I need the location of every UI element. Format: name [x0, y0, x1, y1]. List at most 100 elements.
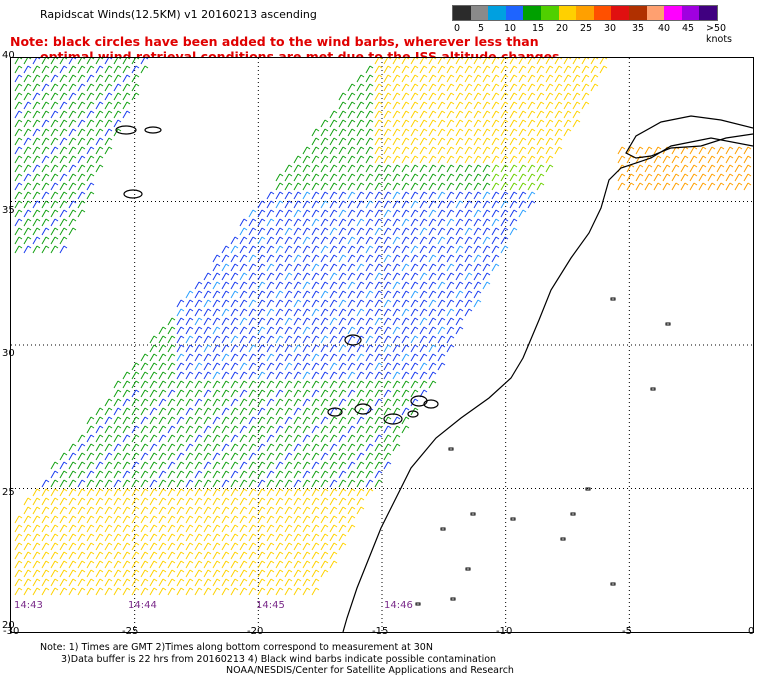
wind-barb: [149, 542, 158, 551]
wind-barb: [203, 533, 212, 542]
wind-barb: [221, 353, 230, 362]
wind-barb: [212, 542, 221, 551]
wind-barb: [545, 92, 554, 101]
wind-barb: [275, 299, 284, 308]
wind-barb: [401, 389, 410, 398]
wind-barb: [194, 380, 203, 389]
wind-barb: [239, 362, 248, 371]
wind-barb: [545, 128, 554, 137]
wind-barb: [149, 380, 158, 389]
wind-barb: [167, 416, 176, 425]
wind-barb: [50, 65, 59, 74]
wind-barb: [140, 479, 149, 488]
wind-barb: [356, 389, 365, 398]
wind-barb: [194, 299, 203, 308]
wind-barb: [41, 542, 50, 551]
wind-barb: [401, 200, 410, 209]
wind-barb: [572, 83, 581, 92]
wind-barb: [401, 58, 410, 65]
wind-barb: [491, 74, 500, 83]
wind-barb: [383, 335, 392, 344]
wind-barb: [23, 578, 32, 587]
wind-barb: [257, 308, 266, 317]
wind-barb: [527, 191, 536, 200]
wind-barb: [320, 281, 329, 290]
wind-barb: [284, 452, 293, 461]
wind-barb: [95, 425, 104, 434]
wind-barb: [293, 281, 302, 290]
wind-barb: [41, 137, 50, 146]
legend-swatch-7: [576, 6, 594, 20]
wind-barb: [410, 155, 419, 164]
wind-barb: [455, 272, 464, 281]
wind-barb: [293, 371, 302, 380]
wind-barb: [428, 83, 437, 92]
wind-barb: [302, 353, 311, 362]
wind-barb: [698, 173, 707, 182]
wind-barb: [311, 461, 320, 470]
wind-barb: [23, 200, 32, 209]
wind-barb: [356, 209, 365, 218]
wind-barb: [365, 389, 374, 398]
wind-barb: [212, 281, 221, 290]
wind-barb: [167, 470, 176, 479]
wind-barb: [329, 533, 338, 542]
land-feature: [415, 602, 421, 606]
wind-barb: [338, 344, 347, 353]
wind-barb: [113, 461, 122, 470]
wind-barb: [473, 83, 482, 92]
wind-barb: [356, 119, 365, 128]
island: [144, 126, 162, 134]
wind-barb: [680, 182, 689, 191]
wind-barb: [266, 587, 275, 596]
wind-barb: [401, 65, 410, 74]
wind-barb: [203, 497, 212, 506]
wind-barb: [347, 380, 356, 389]
wind-barb: [320, 245, 329, 254]
wind-barb: [518, 155, 527, 164]
wind-barb: [410, 92, 419, 101]
wind-barb: [203, 443, 212, 452]
wind-barb: [95, 479, 104, 488]
wind-barb: [158, 560, 167, 569]
wind-barb: [77, 515, 86, 524]
wind-barb: [500, 65, 509, 74]
wind-barb: [122, 587, 131, 596]
wind-barb: [221, 515, 230, 524]
wind-barb: [329, 452, 338, 461]
wind-barb: [374, 452, 383, 461]
wind-barb: [86, 146, 95, 155]
wind-barb: [194, 542, 203, 551]
wind-barb: [86, 58, 95, 65]
wind-barb: [356, 92, 365, 101]
wind-barb: [149, 452, 158, 461]
wind-barb: [41, 182, 50, 191]
wind-barb: [464, 92, 473, 101]
wind-barb: [437, 299, 446, 308]
wind-barb: [392, 58, 401, 65]
wind-barb: [194, 551, 203, 560]
wind-barb: [257, 317, 266, 326]
wind-barb: [257, 434, 266, 443]
wind-barb: [194, 569, 203, 578]
wind-barb: [140, 389, 149, 398]
wind-barb: [284, 443, 293, 452]
wind-barb: [392, 362, 401, 371]
wind-barb: [122, 92, 131, 101]
wind-barb: [554, 83, 563, 92]
wind-barb: [356, 191, 365, 200]
wind-barb: [374, 425, 383, 434]
wind-barb: [464, 128, 473, 137]
wind-barb: [347, 506, 356, 515]
wind-barb: [41, 497, 50, 506]
wind-barb: [446, 182, 455, 191]
wind-barb: [464, 308, 473, 317]
wind-barb: [329, 119, 338, 128]
wind-barb: [14, 542, 23, 551]
wind-barb: [401, 335, 410, 344]
wind-barb: [446, 110, 455, 119]
wind-barb: [410, 58, 419, 65]
wind-barb: [302, 245, 311, 254]
wind-barb: [311, 551, 320, 560]
wind-barb: [239, 245, 248, 254]
